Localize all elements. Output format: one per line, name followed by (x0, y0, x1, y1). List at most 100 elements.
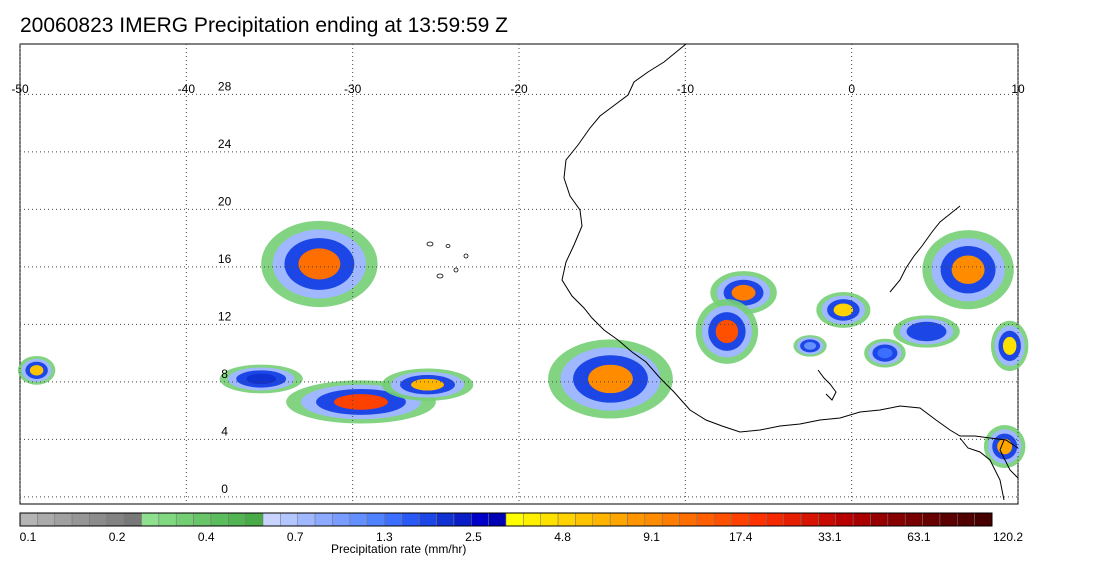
colorbar-cell (575, 512, 594, 527)
colorbar-cell (800, 512, 819, 527)
colorbar-cell (974, 512, 993, 527)
precip-cell (793, 335, 827, 357)
precip-cell (17, 355, 56, 385)
colorbar-tick-label: 0.1 (19, 530, 37, 544)
colorbar-tick-label: 2.5 (465, 530, 482, 544)
colorbar-tick-label: 63.1 (907, 530, 931, 544)
colorbar-cell (471, 512, 489, 527)
colorbar-cell (314, 512, 333, 527)
colorbar-cell (523, 512, 541, 527)
colorbar-cell (418, 512, 437, 527)
cape-verde-islands (426, 241, 469, 279)
colorbar-cell (696, 512, 715, 527)
colorbar-cell (661, 512, 680, 527)
lake-volta (817, 369, 837, 401)
precip-cell (381, 368, 474, 401)
colorbar-cell (540, 512, 559, 527)
colorbar-cell (922, 512, 941, 527)
colorbar-cell (505, 512, 524, 527)
colorbar-cell (939, 512, 958, 527)
colorbar-cell (731, 512, 750, 527)
colorbar-tick-label: 33.1 (818, 530, 842, 544)
colorbar-tick-label: 120.2 (992, 530, 1024, 544)
colorbar-cell (835, 512, 854, 527)
lon-tick-label: -20 (510, 82, 528, 96)
colorbar-cell (37, 512, 55, 527)
precip-cell (710, 271, 777, 315)
precip-cell (990, 320, 1029, 372)
colorbar-cell (714, 512, 732, 527)
lon-tick-label: -30 (344, 82, 362, 96)
lat-tick-label: 20 (218, 194, 232, 208)
colorbar-cell (436, 512, 455, 527)
colorbar-tick-label: 17.4 (729, 530, 753, 544)
precipitation-map: -50 -40 -30 -20 -10 0 10 0 4 8 12 16 20 24 28 (11, 43, 1029, 505)
grid-lines (19, 44, 1019, 504)
colorbar-cell (366, 512, 385, 527)
colorbar-cell (89, 512, 108, 527)
lon-tick-label: -50 (11, 82, 29, 96)
lat-tick-label: 24 (218, 137, 232, 151)
colorbar-tick-label: 0.4 (197, 530, 215, 544)
colorbar-cell (401, 512, 420, 527)
precip-cell (816, 291, 871, 328)
lat-tick-label: 12 (218, 309, 232, 323)
colorbar-tick-label: 1.3 (376, 530, 393, 544)
precip-cell (261, 220, 378, 308)
colorbar-cell (592, 512, 611, 527)
precip-cell (922, 230, 1014, 310)
precip-cell (893, 315, 960, 348)
colorbar-cell (679, 512, 698, 527)
colorbar-cell (141, 512, 160, 527)
colorbar-cell (297, 512, 316, 527)
colorbar-cell (453, 512, 472, 527)
lat-tick-label: 8 (221, 367, 228, 381)
colorbar-cells (19, 512, 993, 527)
precip-cell (983, 424, 1026, 469)
precip-cell (219, 364, 303, 394)
colorbar-cell (280, 512, 298, 527)
colorbar-cell (349, 512, 368, 527)
niger-river (889, 205, 961, 293)
colorbar-cell (557, 512, 576, 527)
colorbar-cell (228, 512, 246, 527)
colorbar-cell (783, 512, 802, 527)
colorbar-cell (19, 512, 38, 527)
colorbar-cell (766, 512, 784, 527)
colorbar-cell (904, 512, 923, 527)
colorbar-tick-label: 0.2 (108, 530, 126, 544)
colorbar-cell (644, 512, 663, 527)
colorbar-cell (332, 512, 351, 527)
colorbar-cell (748, 512, 767, 527)
colorbar-cell (193, 512, 212, 527)
colorbar-cell (158, 512, 177, 527)
axis-labels: -50 -40 -30 -20 -10 0 10 0 4 8 12 16 20 24 28 (11, 79, 1025, 496)
colorbar-frame (19, 512, 993, 527)
colorbar-cell (175, 512, 194, 527)
lat-tick-label: 0 (221, 482, 228, 496)
northern-coast (959, 437, 1005, 501)
lon-tick-label: -40 (178, 82, 196, 96)
colorbar-cell (887, 512, 906, 527)
colorbar-tick-label: 4.8 (554, 530, 571, 544)
colorbar-cell (245, 512, 264, 527)
lat-tick-label: 4 (221, 424, 228, 438)
colorbar-cell (210, 512, 229, 527)
colorbar-cell (262, 512, 281, 527)
precip-cell (695, 299, 759, 364)
colorbar-cell (870, 512, 889, 527)
colorbar-cell (384, 512, 403, 527)
colorbar-cell (106, 512, 125, 527)
colorbar-cell (818, 512, 837, 527)
precip-cell (864, 338, 906, 368)
colorbar-cell (957, 512, 975, 527)
lat-tick-label: 28 (218, 79, 232, 93)
colorbar-tick-label: 9.1 (643, 530, 660, 544)
colorbar-tick-label: 0.7 (286, 530, 304, 544)
colorbar-cell (54, 512, 73, 527)
map-title: 20060823 IMERG Precipitation ending at 1… (20, 14, 508, 37)
lon-tick-label: 10 (1011, 82, 1025, 96)
colorbar-cell (71, 512, 90, 527)
colorbar-cell (627, 512, 646, 527)
